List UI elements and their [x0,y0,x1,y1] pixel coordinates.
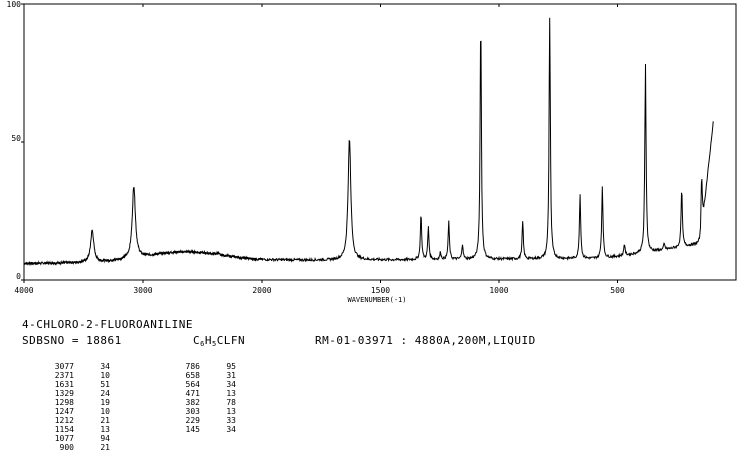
x-axis-label: WAVENUMBER(-1) [347,296,406,304]
peak-wavenumber: 564 [185,380,200,389]
peak-intensity: 10 [100,371,110,380]
x-axis-ticks: 4000 3000 2000 1500 1000 500 [14,4,625,295]
y-tick-label: 100 [7,0,22,9]
x-tick-label: 500 [610,286,625,295]
peak-row: 229 33 [150,416,236,425]
peak-intensity: 95 [226,362,236,371]
peak-wavenumber: 1329 [54,389,74,398]
formula-rest: CLFN [216,334,246,347]
peak-row: 900 21 [24,443,110,452]
peak-wavenumber: 471 [185,389,200,398]
peak-intensity: 94 [100,434,110,443]
molecular-formula: C6H5CLFN [193,334,245,348]
peak-wavenumber: 1077 [54,434,74,443]
peak-row: 1212 21 [24,416,110,425]
peak-wavenumber: 900 [59,443,74,452]
peak-wavenumber: 658 [185,371,200,380]
peak-row: 1298 19 [24,398,110,407]
peak-row: 1329 24 [24,389,110,398]
peak-row: 471 13 [150,389,236,398]
compound-name: 4-CHLORO-2-FLUOROANILINE [22,318,193,331]
peak-row: 145 34 [150,425,236,434]
peak-intensity: 19 [100,398,110,407]
x-tick-label: 3000 [133,286,152,295]
x-tick-label: 2000 [252,286,271,295]
peak-intensity: 10 [100,407,110,416]
measurement-info: RM-01-03971 : 4880A,200M,LIQUID [315,334,536,347]
peak-wavenumber: 303 [185,407,200,416]
peak-wavenumber: 1298 [54,398,74,407]
peak-wavenumber: 1212 [54,416,74,425]
peak-row: 303 13 [150,407,236,416]
peak-intensity: 31 [226,371,236,380]
peak-wavenumber: 1154 [54,425,74,434]
peak-wavenumber: 3077 [54,362,74,371]
y-tick-label: 50 [11,134,21,143]
peak-row: 1077 94 [24,434,110,443]
peak-row: 382 78 [150,398,236,407]
peak-row: 1631 51 [24,380,110,389]
peak-wavenumber: 382 [185,398,200,407]
peak-wavenumber: 2371 [54,371,74,380]
y-tick-label: 0 [16,272,21,281]
formula-h: H [204,334,212,347]
peak-intensity: 34 [100,362,110,371]
peak-row: 564 34 [150,380,236,389]
x-tick-label: 1000 [489,286,508,295]
formula-c-count: 6 [200,340,205,348]
peak-intensity: 13 [226,407,236,416]
x-tick-label: 1500 [371,286,390,295]
peak-intensity: 13 [100,425,110,434]
peak-wavenumber: 786 [185,362,200,371]
peak-row: 3077 34 [24,362,110,371]
peak-intensity: 34 [226,380,236,389]
peak-row: 786 95 [150,362,236,371]
peak-row: 2371 10 [24,371,110,380]
peak-row: 658 31 [150,371,236,380]
peak-intensity: 21 [100,443,110,452]
peak-wavenumber: 145 [185,425,200,434]
peak-intensity: 13 [226,389,236,398]
peak-intensity: 34 [226,425,236,434]
peak-table-column-1: 3077 34 2371 10 1631 51 1329 24 1298 19 1247 10 1212… [24,362,110,452]
sdbs-number: SDBSNO = 18861 [22,334,122,347]
peak-row: 1247 10 [24,407,110,416]
peak-wavenumber: 1247 [54,407,74,416]
peak-intensity: 21 [100,416,110,425]
peak-intensity: 24 [100,389,110,398]
peak-table-column-2: 786 95 658 31 564 34 471 13 382 78 303 13 229 33 145 34 [150,362,236,434]
peak-wavenumber: 1631 [54,380,74,389]
formula-c: C [193,334,201,347]
peak-wavenumber: 229 [185,416,200,425]
y-axis-ticks: 100 50 0 [7,0,24,281]
peak-intensity: 51 [100,380,110,389]
peak-intensity: 78 [226,398,236,407]
spectrum-line [23,17,714,266]
peak-row: 1154 13 [24,425,110,434]
peak-intensity: 33 [226,416,236,425]
formula-h-count: 5 [211,340,217,348]
x-tick-label: 4000 [14,286,33,295]
